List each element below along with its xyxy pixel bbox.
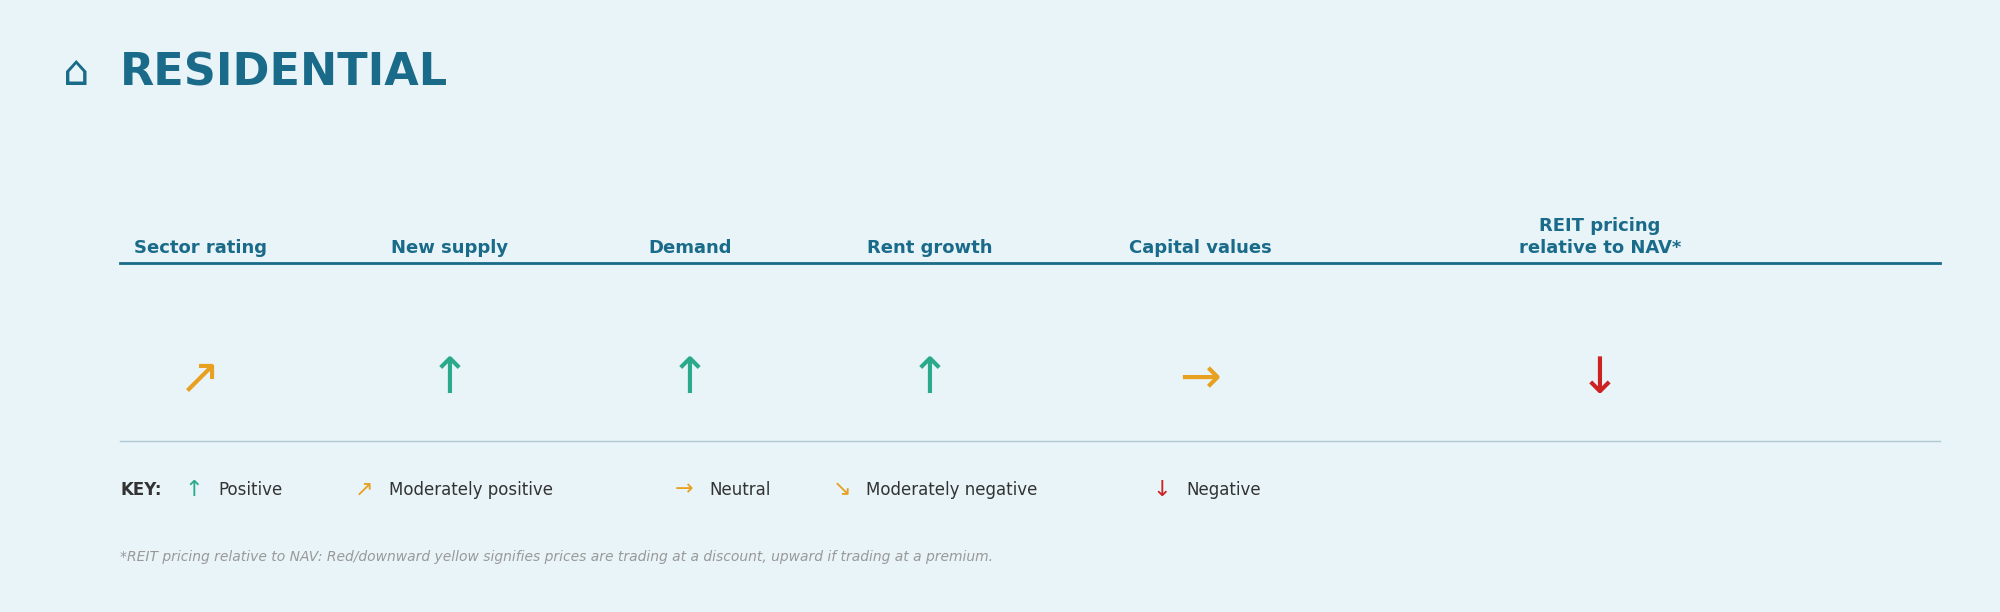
Text: ↓: ↓	[1580, 356, 1620, 403]
Text: Neutral: Neutral	[710, 480, 770, 499]
Text: *REIT pricing relative to NAV: Red/downward yellow signifies prices are trading : *REIT pricing relative to NAV: Red/downw…	[120, 550, 992, 564]
Text: ↑: ↑	[430, 356, 470, 403]
Text: ⌂: ⌂	[62, 53, 90, 94]
Text: Positive: Positive	[218, 480, 282, 499]
Text: ↓: ↓	[1152, 480, 1172, 499]
Text: REIT pricing
relative to NAV*: REIT pricing relative to NAV*	[1518, 217, 1682, 257]
Text: RESIDENTIAL: RESIDENTIAL	[120, 52, 448, 95]
Text: Sector rating: Sector rating	[134, 239, 266, 257]
Text: Negative: Negative	[1186, 480, 1262, 499]
Text: ↑: ↑	[910, 356, 950, 403]
Text: ↗: ↗	[180, 356, 220, 403]
Text: ↑: ↑	[184, 480, 202, 499]
Text: Capital values: Capital values	[1128, 239, 1272, 257]
Text: Rent growth: Rent growth	[868, 239, 992, 257]
Text: Moderately positive: Moderately positive	[388, 480, 552, 499]
Text: ↘: ↘	[832, 480, 852, 499]
Text: ↗: ↗	[354, 480, 374, 499]
Text: →: →	[676, 480, 694, 499]
Text: ↑: ↑	[670, 356, 710, 403]
Text: →: →	[1180, 356, 1220, 403]
Text: Demand: Demand	[648, 239, 732, 257]
Text: Moderately negative: Moderately negative	[866, 480, 1038, 499]
Text: New supply: New supply	[392, 239, 508, 257]
Text: KEY:: KEY:	[120, 480, 162, 499]
